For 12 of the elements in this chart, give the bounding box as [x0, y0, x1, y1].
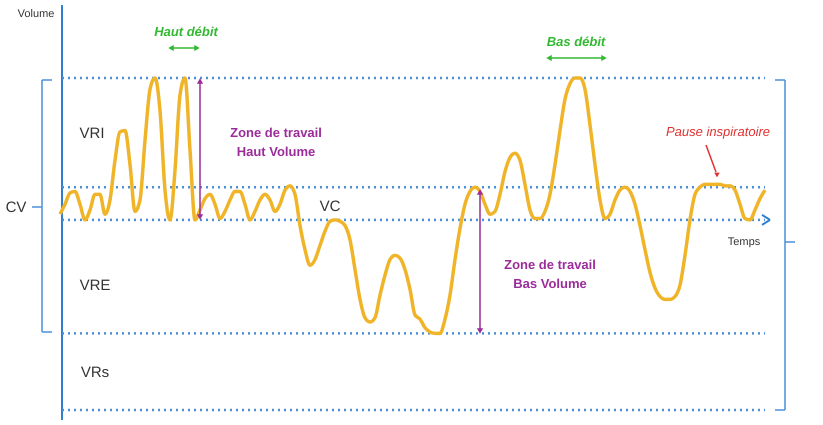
annotation: Zone de travail Haut Volume [230, 125, 322, 159]
text: Haut débit [154, 24, 218, 39]
annotation: Pause inspiratoire [666, 124, 770, 139]
text: CV [6, 199, 26, 216]
annotation: VRI [79, 125, 105, 142]
text: VRs [80, 364, 110, 381]
text: Bas débit [546, 34, 606, 49]
annotation: VRE [80, 277, 110, 294]
annotation: Zone de travail Bas Volume [504, 257, 596, 291]
x-axis-title: Temps [728, 236, 761, 248]
text: Volume [18, 8, 54, 20]
annotation: VC [320, 198, 341, 215]
